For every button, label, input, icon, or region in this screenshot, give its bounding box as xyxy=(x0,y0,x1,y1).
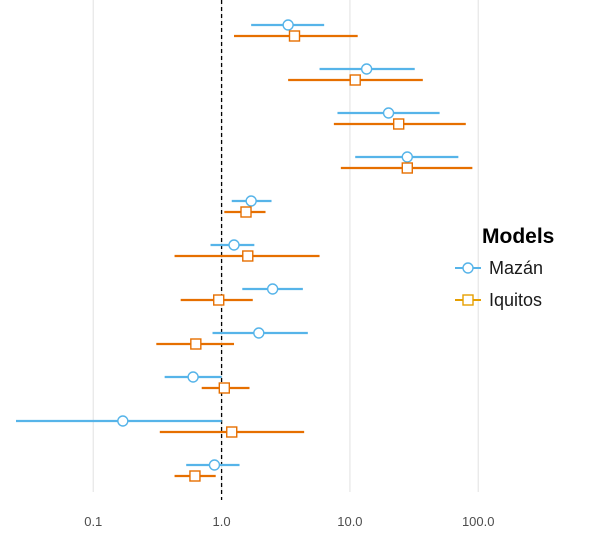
point-estimate xyxy=(189,470,201,482)
x-tick-label: 10.0 xyxy=(337,514,362,529)
data-layer xyxy=(16,19,473,482)
gridlines xyxy=(92,0,479,492)
point-estimate xyxy=(240,206,252,218)
legend-title: Models xyxy=(482,225,554,248)
point-estimate xyxy=(360,63,373,75)
legend-item: Iquitos xyxy=(455,290,542,310)
x-tick-label: 100.0 xyxy=(462,514,495,529)
x-axis: 0.1 1.0 10.0 100.0 xyxy=(84,514,494,529)
point-estimate xyxy=(282,19,294,31)
point-estimate xyxy=(242,250,254,262)
point-estimate xyxy=(226,426,238,438)
point-estimate xyxy=(266,283,279,295)
series-iquitos xyxy=(156,30,473,482)
legend-square-marker xyxy=(462,294,474,306)
point-estimate xyxy=(349,74,361,86)
series-mazn xyxy=(16,19,459,471)
legend-label: Mazán xyxy=(489,258,543,278)
point-estimate xyxy=(117,415,129,427)
legend-circle-marker xyxy=(462,262,474,274)
legend-label: Iquitos xyxy=(489,290,542,310)
point-estimate xyxy=(218,382,231,394)
point-estimate xyxy=(288,30,301,42)
point-estimate xyxy=(245,195,257,207)
x-tick-label: 1.0 xyxy=(213,514,231,529)
point-estimate xyxy=(392,118,405,130)
point-estimate xyxy=(401,151,413,163)
point-estimate xyxy=(228,239,240,251)
point-estimate xyxy=(382,107,395,119)
point-estimate xyxy=(401,162,413,174)
point-estimate xyxy=(190,338,202,350)
point-estimate xyxy=(253,327,265,339)
point-estimate xyxy=(187,371,199,383)
legend-item: Mazán xyxy=(455,258,543,278)
x-tick-label: 0.1 xyxy=(84,514,102,529)
point-estimate xyxy=(213,294,225,306)
point-estimate xyxy=(208,459,221,471)
legend: Models Mazán Iquitos xyxy=(455,225,554,310)
